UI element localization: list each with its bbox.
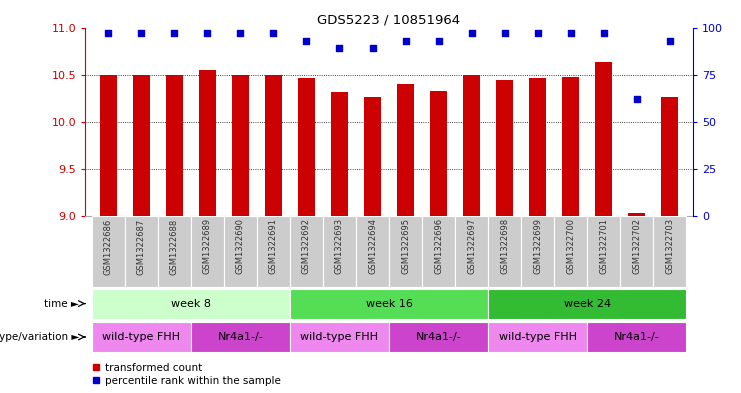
Bar (257, 216, 290, 287)
Point (202, 30, 213, 36)
Title: GDS5223 / 10851964: GDS5223 / 10851964 (317, 13, 461, 26)
Text: week 8: week 8 (171, 299, 211, 309)
Point (301, 38, 313, 44)
Text: GSM1322686: GSM1322686 (104, 218, 113, 275)
Bar (92, 322, 191, 352)
Bar (496, 80, 513, 216)
Point (664, 38, 676, 44)
Bar (455, 216, 488, 287)
Point (465, 30, 477, 36)
Text: wild-type FHH: wild-type FHH (102, 332, 180, 342)
Point (598, 30, 610, 36)
Bar (232, 75, 249, 216)
Bar (662, 97, 678, 216)
Point (367, 45, 379, 51)
Bar (365, 97, 381, 216)
Bar (587, 322, 686, 352)
Bar (587, 216, 620, 287)
Point (136, 30, 147, 36)
Bar (620, 216, 654, 287)
Point (333, 45, 345, 51)
Bar (488, 288, 686, 319)
Bar (290, 216, 323, 287)
Bar (331, 92, 348, 216)
Point (102, 30, 114, 36)
Legend: transformed count, percentile rank within the sample: transformed count, percentile rank withi… (90, 363, 281, 386)
Bar (224, 216, 257, 287)
Bar (654, 216, 686, 287)
Text: GSM1322687: GSM1322687 (137, 218, 146, 275)
Text: wild-type FHH: wild-type FHH (301, 332, 379, 342)
Bar (488, 216, 521, 287)
Bar (166, 75, 182, 216)
Bar (191, 322, 290, 352)
Bar (290, 322, 389, 352)
Text: GSM1322694: GSM1322694 (368, 218, 377, 274)
Bar (521, 216, 554, 287)
Text: GSM1322689: GSM1322689 (203, 218, 212, 274)
Point (565, 30, 576, 36)
Text: Nr4a1-/-: Nr4a1-/- (218, 332, 263, 342)
Bar (463, 75, 480, 216)
Text: GSM1322697: GSM1322697 (467, 218, 476, 274)
Bar (356, 216, 389, 287)
Bar (389, 322, 488, 352)
Text: week 16: week 16 (365, 299, 413, 309)
Text: GSM1322692: GSM1322692 (302, 218, 311, 274)
Bar (389, 216, 422, 287)
Text: genotype/variation ►: genotype/variation ► (0, 332, 79, 342)
Bar (124, 216, 158, 287)
Bar (323, 216, 356, 287)
Text: Nr4a1-/-: Nr4a1-/- (614, 332, 659, 342)
Bar (191, 216, 224, 287)
Bar (158, 216, 191, 287)
Text: time ►: time ► (44, 299, 79, 309)
Point (532, 30, 544, 36)
Text: GSM1322702: GSM1322702 (632, 218, 641, 274)
Bar (92, 288, 290, 319)
Bar (265, 75, 282, 216)
Text: wild-type FHH: wild-type FHH (499, 332, 576, 342)
Text: GSM1322699: GSM1322699 (533, 218, 542, 274)
Bar (554, 216, 587, 287)
Text: GSM1322701: GSM1322701 (599, 218, 608, 274)
Bar (199, 70, 216, 216)
Bar (562, 77, 579, 216)
Point (234, 30, 246, 36)
Text: week 24: week 24 (564, 299, 611, 309)
Point (168, 30, 180, 36)
Text: GSM1322703: GSM1322703 (665, 218, 674, 274)
Bar (100, 75, 116, 216)
Text: GSM1322695: GSM1322695 (401, 218, 410, 274)
Bar (529, 79, 546, 216)
Text: GSM1322693: GSM1322693 (335, 218, 344, 274)
Point (268, 30, 279, 36)
Text: GSM1322691: GSM1322691 (269, 218, 278, 274)
Bar (628, 213, 645, 216)
Bar (431, 91, 447, 216)
Text: GSM1322700: GSM1322700 (566, 218, 575, 274)
Point (399, 38, 411, 44)
Bar (298, 79, 315, 216)
Text: GSM1322690: GSM1322690 (236, 218, 245, 274)
Bar (488, 322, 587, 352)
Bar (596, 62, 612, 216)
Text: Nr4a1-/-: Nr4a1-/- (416, 332, 462, 342)
Point (631, 96, 642, 102)
Text: GSM1322688: GSM1322688 (170, 218, 179, 275)
Bar (133, 75, 150, 216)
Point (499, 30, 511, 36)
Point (433, 38, 445, 44)
Bar (397, 84, 413, 216)
Text: GSM1322696: GSM1322696 (434, 218, 443, 274)
Bar (422, 216, 455, 287)
Text: GSM1322698: GSM1322698 (500, 218, 509, 274)
Bar (290, 288, 488, 319)
Bar (92, 216, 124, 287)
